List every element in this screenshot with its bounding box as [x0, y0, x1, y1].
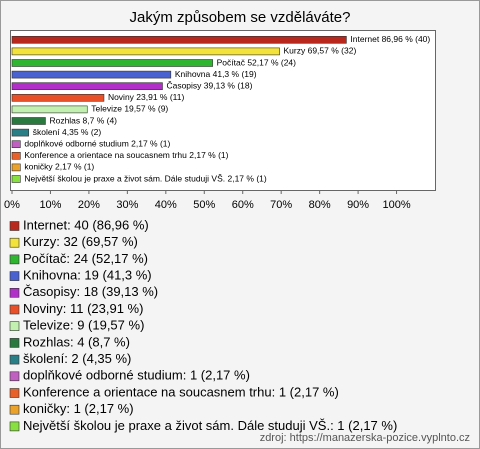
legend-label: Časopisy: 18 (39,13 %) [23, 284, 158, 299]
legend-swatch [9, 354, 20, 365]
x-tick-label: 70% [270, 199, 292, 211]
legend-label: Kurzy: 32 (69,57 %) [23, 234, 138, 249]
bar [11, 117, 46, 125]
bar [11, 175, 21, 183]
bar [11, 59, 213, 67]
legend-label: koničky: 1 (2,17 %) [23, 401, 134, 416]
bar [11, 94, 105, 102]
legend-swatch [9, 304, 20, 315]
legend-swatch [9, 254, 20, 265]
value-label: Knihovna 41,3 % (19) [175, 69, 257, 79]
bar [11, 105, 88, 114]
value-label: Internet 86,96 % (40) [350, 34, 430, 44]
bar [11, 163, 21, 172]
legend-swatch [9, 237, 20, 248]
legend-label: školení: 2 (4,35 %) [23, 351, 131, 366]
x-tick-label: 0% [4, 199, 20, 211]
x-tick-label: 100% [382, 199, 410, 211]
bar [11, 70, 172, 79]
legend-swatch [9, 421, 20, 432]
chart-title: Jakým způsobem se vzděláváte? [130, 9, 351, 26]
legend-swatch [9, 321, 20, 332]
legend-label: Rozhlas: 4 (8,7 %) [23, 334, 130, 349]
value-label: Největší školou je praxe a život sám. Dá… [24, 173, 267, 183]
legend-label: Největší školou je praxe a život sám. Dá… [23, 418, 397, 433]
value-label: Rozhlas 8,7 % (4) [49, 115, 117, 125]
x-tick-label: 60% [232, 199, 254, 211]
bar [11, 128, 30, 137]
bar [11, 82, 163, 90]
x-tick-label: 10% [39, 199, 61, 211]
legend-swatch [9, 271, 20, 281]
value-label: školení 4,35 % (2) [33, 127, 102, 137]
legend-swatch [9, 338, 20, 348]
legend-label: Konference a orientace na soucasnem trhu… [23, 384, 339, 399]
legend-label: Knihovna: 19 (41,3 %) [23, 268, 152, 283]
value-label: koničky 2,17 % (1) [24, 162, 94, 172]
value-label: doplňkové odborné studium 2,17 % (1) [24, 138, 170, 148]
value-label: Časopisy 39,13 % (18) [166, 80, 252, 90]
legend-swatch [9, 388, 20, 398]
legend-label: Noviny: 11 (23,91 %) [23, 301, 143, 316]
legend-label: Internet: 40 (86,96 %) [23, 217, 149, 232]
value-label: Televize 19,57 % (9) [91, 104, 168, 114]
value-label: Počítač 52,17 % (24) [217, 57, 297, 67]
legend-swatch [9, 287, 20, 298]
x-tick-label: 20% [78, 199, 100, 211]
legend-swatch [9, 221, 20, 231]
value-label: Noviny 23,91 % (11) [108, 92, 185, 102]
legend-swatch [9, 371, 20, 382]
bar [11, 47, 280, 56]
bar [11, 140, 21, 148]
x-tick-label: 30% [116, 199, 138, 211]
source: zdroj: https://manazerska-pozice.vyplnto… [260, 432, 470, 444]
value-label: Kurzy 69,57 % (32) [284, 46, 357, 56]
x-tick-label: 50% [193, 199, 215, 211]
bar [11, 35, 347, 44]
x-tick-label: 90% [347, 199, 369, 211]
legend-label: doplňkové odborné studium: 1 (2,17 %) [23, 368, 250, 383]
bar [11, 152, 21, 160]
x-tick-label: 40% [155, 199, 177, 211]
legend-label: Počítač: 24 (52,17 %) [23, 251, 148, 266]
value-label: Konference a orientace na soucasnem trhu… [24, 150, 228, 160]
legend-swatch [9, 404, 20, 415]
x-tick-label: 80% [309, 199, 331, 211]
legend-label: Televize: 9 (19,57 %) [23, 318, 144, 333]
